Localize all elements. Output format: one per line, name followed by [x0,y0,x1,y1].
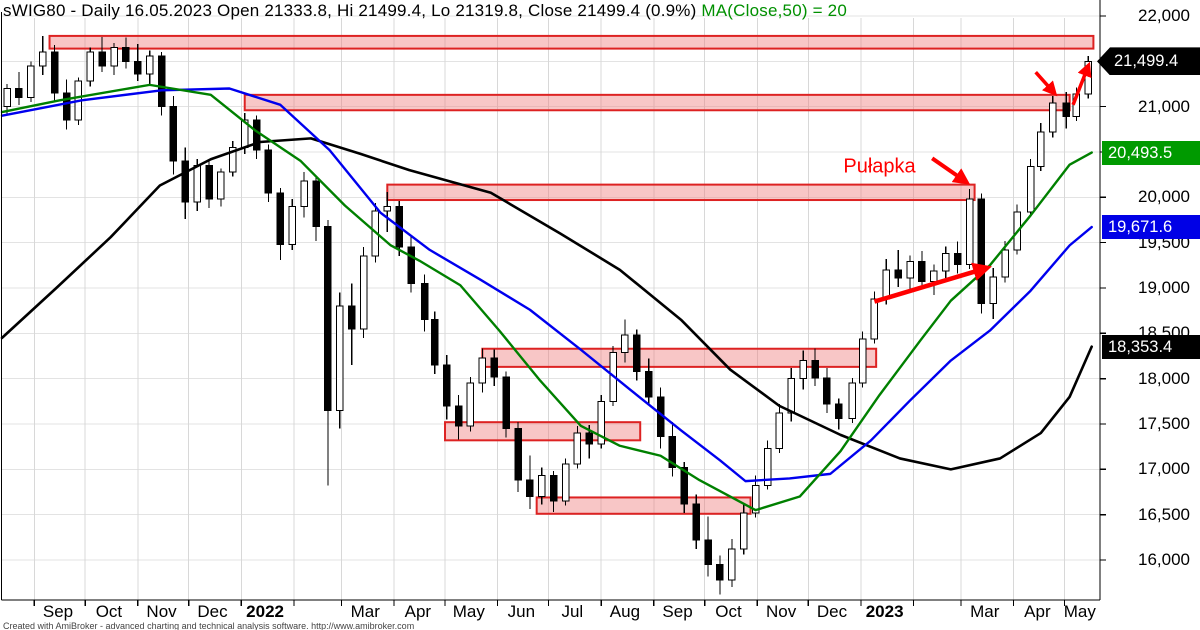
candlestick [870,298,879,340]
candlestick [1062,102,1070,118]
breakout-arrow [1071,61,1092,106]
candlestick [668,436,677,469]
candlestick [1048,102,1057,133]
candlestick [454,405,463,427]
candlestick [1001,249,1009,278]
candlestick [1026,165,1035,213]
candlestick [989,276,998,304]
resistance-zone [243,93,1071,112]
candlestick [585,432,594,445]
trendline-arrow [873,262,992,304]
candlestick [110,47,118,67]
candlestick [490,357,498,378]
candlestick [549,475,558,502]
candlestick [157,55,166,108]
candlestick [633,334,641,372]
candlestick [3,87,11,108]
candlestick [953,253,962,265]
candlestick [122,47,130,62]
candlestick [276,192,285,245]
trap-peak-arrow [931,156,971,185]
resistance-zone [386,183,976,202]
candlestick [775,412,784,449]
candlestick [561,463,570,502]
candlestick [288,205,296,245]
candlestick [787,378,796,414]
candlestick [193,165,201,203]
candlestick [407,246,415,284]
candlestick [906,261,914,279]
candlestick [692,503,700,541]
candlestick [420,282,429,321]
candlestick [300,180,308,207]
candlestick [15,87,23,99]
candlestick [514,428,522,481]
candlestick [621,334,629,353]
candlestick [98,51,106,67]
candlestick [62,92,71,121]
candlestick [965,198,974,265]
candlestick [169,106,178,162]
candlestick [252,119,261,151]
candlestick [941,253,950,272]
candlestick [704,539,712,566]
candlestick [324,225,332,411]
candlestick [811,360,819,379]
candlestick [442,364,451,407]
candlestick [823,377,831,405]
candlestick [336,305,344,411]
candlestick [359,255,368,330]
candlestick [27,65,35,99]
candlestick [573,432,582,465]
ma_black_long-line [0,137,1094,471]
candlestick [145,55,154,75]
ma_green_50-line [0,83,1093,512]
candlestick [644,370,653,398]
candlestick [50,51,59,94]
candlestick [680,467,689,505]
candlestick [894,269,902,279]
candlestick [383,205,392,212]
candlestick [205,165,213,200]
resistance-zone [444,421,642,442]
candlestick [526,479,534,498]
candlestick [977,198,986,304]
candlestick [181,160,190,203]
ma_blue_mid-line [0,87,1093,483]
pullback-arrow [1034,71,1058,97]
candlestick [918,261,926,283]
candlestick [882,269,891,300]
candlestick [466,382,475,427]
candlestick [538,475,546,498]
candlestick [799,360,807,380]
candlestick [134,60,142,75]
candlestick [1037,131,1045,167]
candlestick [835,403,843,420]
candlestick [431,319,439,366]
candlestick [740,512,748,550]
candlestick [930,270,938,283]
candlestick [751,485,760,514]
candlestick [478,357,487,384]
candlestick [312,180,320,227]
candlestick [38,51,47,67]
candlestick [597,400,605,445]
candlestick [264,149,273,194]
resistance-zone [48,34,1095,50]
candlestick [763,447,772,487]
candlestick [86,51,95,82]
candlestick [502,376,510,430]
candlestick [858,338,867,384]
candlestick [728,548,736,581]
candlestick [347,305,356,330]
candlestick [229,146,237,173]
candlestick [848,382,857,420]
candlestick [217,171,225,200]
candlestick [716,564,724,581]
